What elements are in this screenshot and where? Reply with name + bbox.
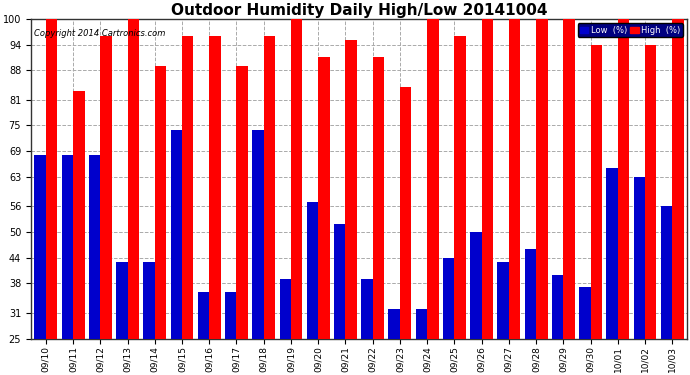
Bar — [672, 19, 684, 339]
Bar — [607, 168, 618, 339]
Bar — [427, 19, 439, 339]
Bar — [279, 279, 291, 339]
Bar — [100, 36, 112, 339]
Bar — [198, 292, 209, 339]
Bar — [661, 207, 672, 339]
Bar — [455, 36, 466, 339]
Bar — [264, 36, 275, 339]
Bar — [400, 87, 411, 339]
Bar — [318, 57, 330, 339]
Bar — [645, 45, 656, 339]
Bar — [225, 292, 237, 339]
Bar — [116, 262, 128, 339]
Bar — [633, 177, 645, 339]
Bar — [73, 92, 85, 339]
Legend: Low  (%), High  (%): Low (%), High (%) — [578, 23, 683, 37]
Title: Outdoor Humidity Daily High/Low 20141004: Outdoor Humidity Daily High/Low 20141004 — [171, 3, 547, 18]
Bar — [536, 19, 547, 339]
Bar — [388, 309, 400, 339]
Bar — [415, 309, 427, 339]
Bar — [591, 45, 602, 339]
Bar — [524, 249, 536, 339]
Bar — [253, 130, 264, 339]
Text: Copyright 2014 Cartronics.com: Copyright 2014 Cartronics.com — [34, 28, 166, 38]
Bar — [291, 19, 302, 339]
Bar — [34, 155, 46, 339]
Bar — [563, 19, 575, 339]
Bar — [509, 19, 520, 339]
Bar — [128, 19, 139, 339]
Bar — [170, 130, 182, 339]
Bar — [155, 66, 166, 339]
Bar — [579, 288, 591, 339]
Bar — [362, 279, 373, 339]
Bar — [373, 57, 384, 339]
Bar — [482, 19, 493, 339]
Bar — [89, 155, 100, 339]
Bar — [346, 40, 357, 339]
Bar — [144, 262, 155, 339]
Bar — [618, 19, 629, 339]
Bar — [443, 258, 455, 339]
Bar — [497, 262, 509, 339]
Bar — [46, 19, 57, 339]
Bar — [237, 66, 248, 339]
Bar — [61, 155, 73, 339]
Bar — [552, 274, 563, 339]
Bar — [307, 202, 318, 339]
Bar — [182, 36, 193, 339]
Bar — [470, 232, 482, 339]
Bar — [209, 36, 221, 339]
Bar — [334, 224, 346, 339]
